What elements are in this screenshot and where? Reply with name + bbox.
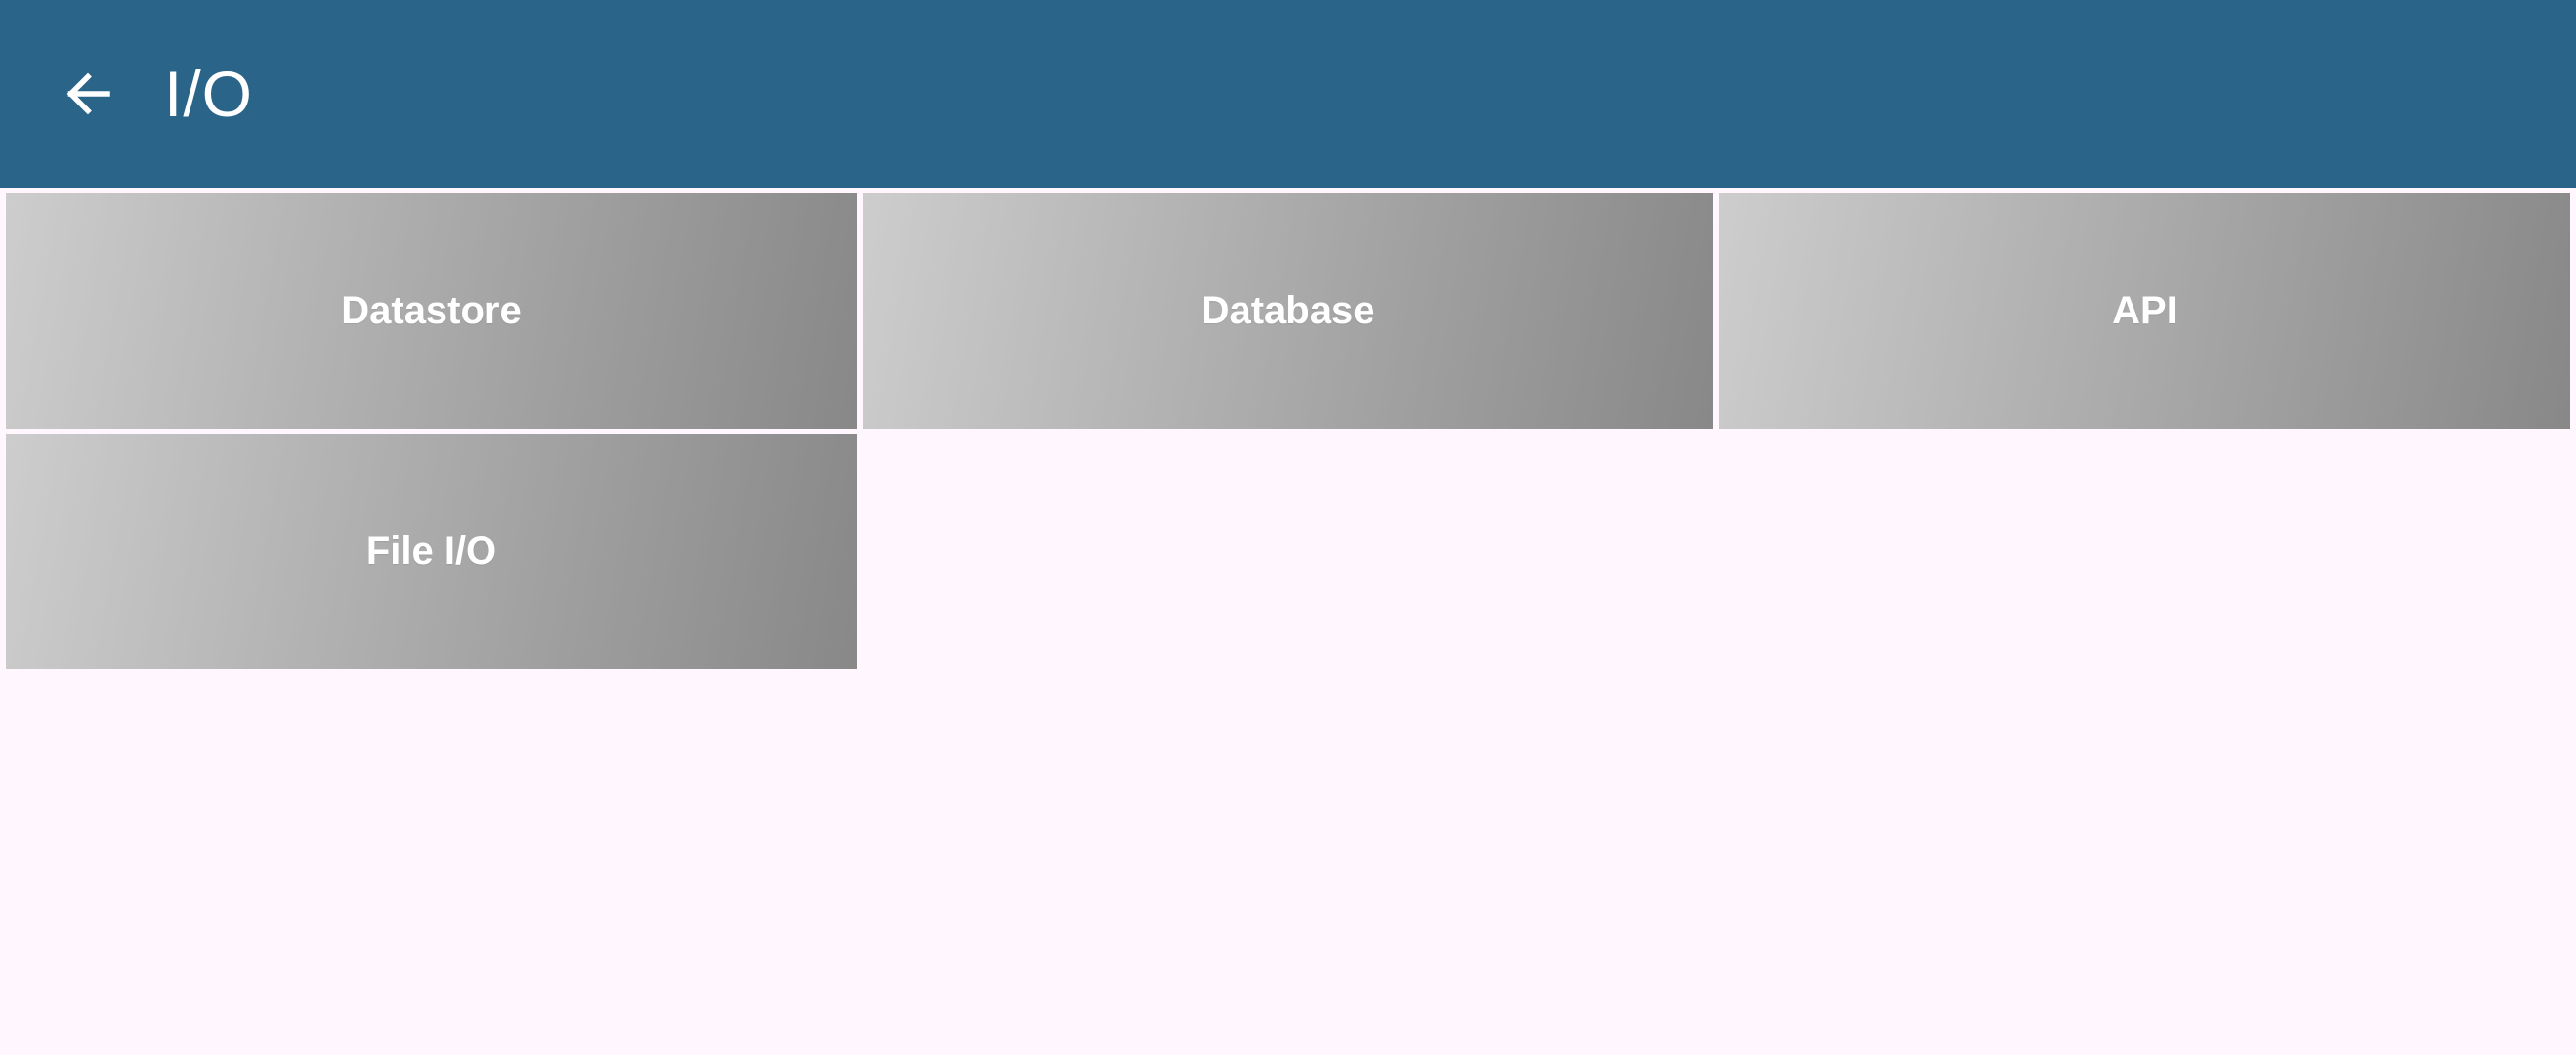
datastore-tile[interactable]: Datastore [6, 193, 857, 429]
tile-label: Datastore [341, 289, 522, 332]
arrow-left-icon [66, 72, 110, 115]
tile-label: Database [1201, 289, 1375, 332]
file-io-tile[interactable]: File I/O [6, 434, 857, 669]
app-bar: I/O [0, 0, 2576, 188]
api-tile[interactable]: API [1719, 193, 2570, 429]
database-tile[interactable]: Database [863, 193, 1713, 429]
tile-label: File I/O [365, 529, 497, 572]
page-title: I/O [164, 58, 254, 130]
tile-label: API [2112, 289, 2177, 332]
back-button[interactable] [39, 45, 137, 143]
